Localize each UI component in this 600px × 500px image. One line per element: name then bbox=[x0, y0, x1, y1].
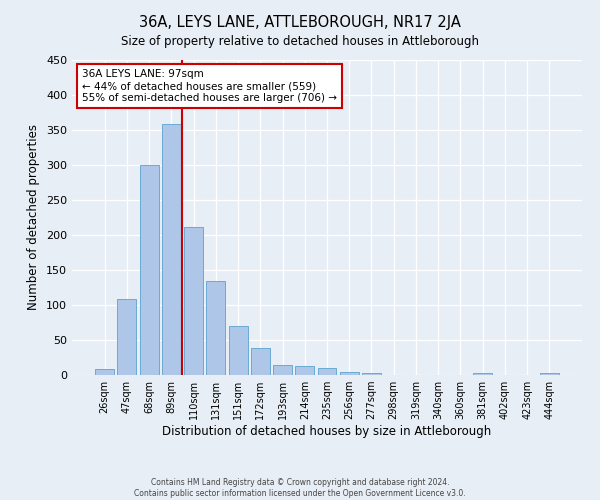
Y-axis label: Number of detached properties: Number of detached properties bbox=[28, 124, 40, 310]
Text: 36A, LEYS LANE, ATTLEBOROUGH, NR17 2JA: 36A, LEYS LANE, ATTLEBOROUGH, NR17 2JA bbox=[139, 15, 461, 30]
Bar bbox=[206, 280, 225, 375]
Bar bbox=[184, 226, 203, 375]
Bar bbox=[295, 366, 314, 375]
Bar bbox=[473, 373, 492, 375]
Bar bbox=[95, 370, 114, 375]
Bar bbox=[251, 348, 270, 375]
Bar bbox=[162, 124, 181, 375]
Text: Size of property relative to detached houses in Attleborough: Size of property relative to detached ho… bbox=[121, 35, 479, 48]
Bar bbox=[229, 326, 248, 375]
Text: 36A LEYS LANE: 97sqm
← 44% of detached houses are smaller (559)
55% of semi-deta: 36A LEYS LANE: 97sqm ← 44% of detached h… bbox=[82, 70, 337, 102]
Bar bbox=[362, 373, 381, 375]
Bar bbox=[540, 373, 559, 375]
X-axis label: Distribution of detached houses by size in Attleborough: Distribution of detached houses by size … bbox=[163, 425, 491, 438]
Text: Contains HM Land Registry data © Crown copyright and database right 2024.
Contai: Contains HM Land Registry data © Crown c… bbox=[134, 478, 466, 498]
Bar bbox=[273, 364, 292, 375]
Bar bbox=[140, 165, 158, 375]
Bar bbox=[340, 372, 359, 375]
Bar bbox=[317, 368, 337, 375]
Bar bbox=[118, 300, 136, 375]
